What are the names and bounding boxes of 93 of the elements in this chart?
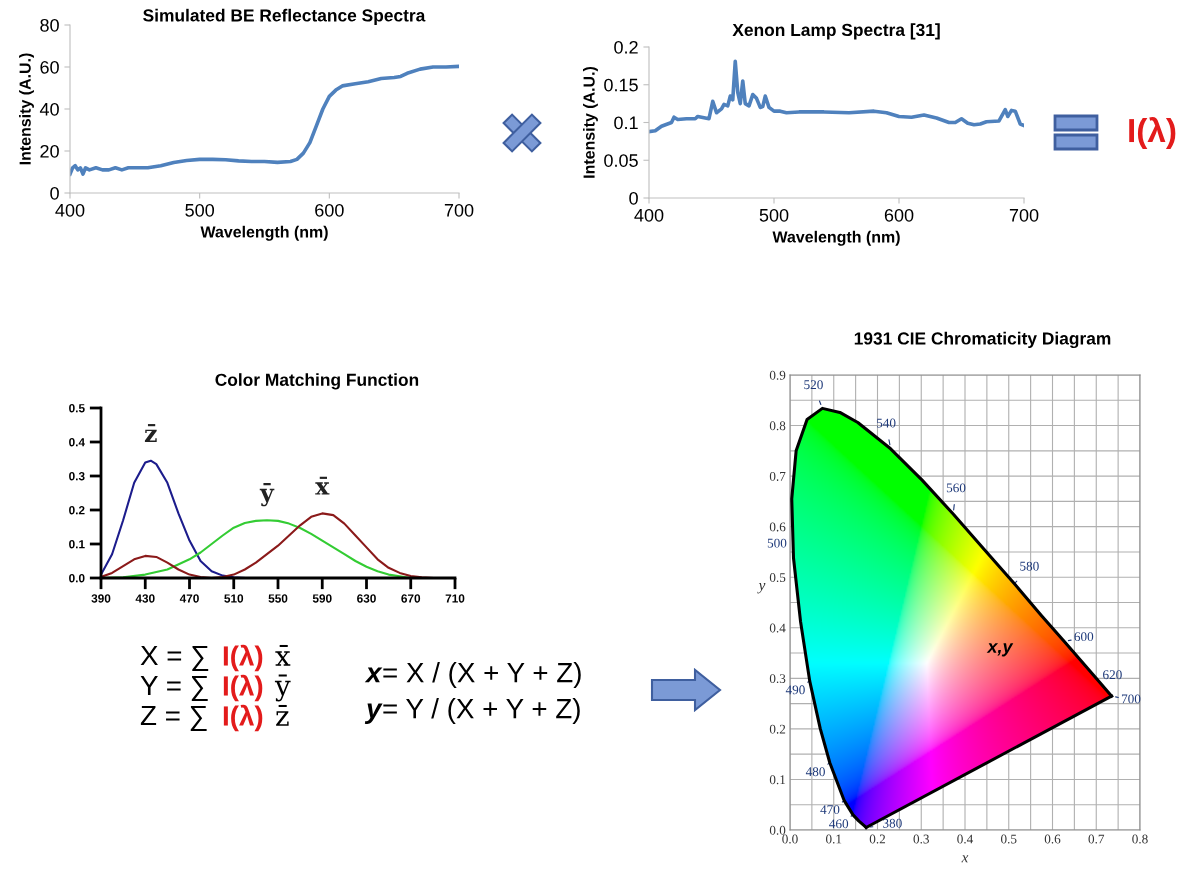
x-tick-label: 0.0 bbox=[782, 834, 798, 844]
series-label: ȳ bbox=[259, 482, 275, 507]
annotation: 600 bbox=[1074, 632, 1094, 642]
x-tick-label: 0.6 bbox=[1044, 834, 1061, 844]
x-tick-label: 590 bbox=[312, 594, 332, 603]
x-tick-label: 0.8 bbox=[1132, 834, 1148, 844]
text: X = ∑ bbox=[140, 645, 209, 671]
x-tick-label: 600 bbox=[315, 203, 344, 217]
x-axis-title: Wavelength (nm) bbox=[772, 230, 900, 246]
x-tick-label: 0.7 bbox=[1088, 834, 1105, 844]
y-tick-label: 0.2 bbox=[69, 506, 85, 515]
y-tick-label: 0.2 bbox=[614, 40, 638, 54]
text: I(λ) bbox=[223, 644, 263, 672]
annotation: 470 bbox=[820, 805, 840, 815]
x-tick-label: 0.1 bbox=[826, 834, 842, 844]
y-tick-label: 40 bbox=[39, 102, 59, 116]
annotation: 700 bbox=[1121, 694, 1141, 704]
y-tick-label: 0.15 bbox=[604, 78, 638, 92]
chart-title: Color Matching Function bbox=[215, 373, 419, 390]
x-tick-label: 700 bbox=[444, 203, 474, 217]
y-tick-label: 0.2 bbox=[769, 724, 786, 734]
x-axis-title: x bbox=[961, 855, 969, 863]
text: I(λ) bbox=[1129, 117, 1176, 149]
annotation: 620 bbox=[1103, 670, 1122, 680]
y-tick-label: 0.3 bbox=[69, 472, 85, 481]
text: = Y / (X + Y + Z) bbox=[383, 698, 580, 724]
x-tick-label: 500 bbox=[185, 203, 215, 217]
text: = X / (X + Y + Z) bbox=[383, 662, 581, 688]
chart-title: Xenon Lamp Spectra [31] bbox=[732, 23, 940, 40]
x-tick-label: 0.5 bbox=[1001, 834, 1017, 844]
y-tick-label: 0 bbox=[629, 191, 638, 205]
x-tick-label: 510 bbox=[224, 594, 244, 603]
y-tick-label: 0.7 bbox=[769, 471, 786, 481]
x-tick-label: 500 bbox=[759, 208, 789, 222]
text: ȳ bbox=[274, 674, 291, 702]
y-tick-label: 0.5 bbox=[769, 573, 786, 582]
annotation: 490 bbox=[785, 685, 805, 695]
y-tick-label: 20 bbox=[40, 144, 59, 158]
chart-title: 1931 CIE Chromaticity Diagram bbox=[854, 331, 1111, 349]
y-tick-label: 0.4 bbox=[69, 438, 85, 447]
text: I(λ) bbox=[223, 704, 263, 732]
text: x bbox=[364, 667, 383, 683]
y-tick-label: 0.6 bbox=[769, 522, 786, 532]
x-tick-label: 0.4 bbox=[957, 834, 974, 844]
y-axis-title: Intensity (A.U.) bbox=[19, 53, 34, 165]
text: z̄ bbox=[276, 704, 289, 726]
y-tick-label: 0.0 bbox=[769, 825, 786, 835]
annotation: 500 bbox=[767, 538, 787, 548]
x-tick-label: 430 bbox=[135, 594, 155, 603]
chart-title: Simulated BE Reflectance Spectra bbox=[143, 8, 426, 25]
y-tick-label: 60 bbox=[40, 60, 59, 74]
y-axis-title: Intensity (A.U.) bbox=[583, 66, 598, 178]
x-tick-label: 700 bbox=[1009, 208, 1039, 222]
x-axis-title: Wavelength (nm) bbox=[200, 225, 328, 241]
y-tick-label: 0.1 bbox=[614, 116, 638, 130]
x-tick-label: 670 bbox=[401, 594, 421, 603]
y-tick-label: 0.4 bbox=[769, 623, 786, 633]
y-tick-label: 0.3 bbox=[769, 674, 786, 684]
x-tick-label: 400 bbox=[634, 208, 664, 222]
x-tick-label: 470 bbox=[179, 594, 199, 603]
x-tick-label: 630 bbox=[357, 594, 376, 603]
annotation: 480 bbox=[805, 767, 825, 777]
y-tick-label: 80 bbox=[40, 18, 59, 32]
text: x̄ bbox=[275, 644, 291, 666]
text: Z = ∑ bbox=[140, 705, 207, 731]
annotation: 580 bbox=[1020, 561, 1039, 571]
x-tick-label: 0.3 bbox=[913, 834, 929, 844]
text: Y = ∑ bbox=[140, 675, 208, 701]
x-tick-label: 550 bbox=[268, 594, 288, 603]
annotation: 520 bbox=[804, 380, 823, 390]
x-tick-label: 710 bbox=[445, 594, 465, 603]
y-tick-label: 0.1 bbox=[769, 775, 786, 785]
y-tick-label: 0.0 bbox=[69, 574, 85, 583]
x-tick-label: 600 bbox=[884, 208, 914, 222]
y-axis-title: y bbox=[757, 583, 766, 594]
y-tick-label: 0.8 bbox=[769, 421, 786, 431]
annotation: 380 bbox=[883, 818, 902, 828]
y-tick-label: 0.05 bbox=[604, 154, 638, 167]
series-label: x̄ bbox=[315, 476, 330, 495]
x-tick-label: 390 bbox=[91, 594, 111, 603]
y-tick-label: 0.1 bbox=[69, 540, 85, 549]
y-tick-label: 0 bbox=[50, 186, 59, 200]
annotation: 540 bbox=[876, 418, 896, 428]
annotation: 460 bbox=[829, 819, 849, 829]
y-tick-label: 0.9 bbox=[769, 370, 786, 380]
series-label: z̄ bbox=[144, 424, 157, 442]
x-tick-label: 0.2 bbox=[869, 834, 886, 844]
annotation: 560 bbox=[946, 483, 966, 493]
annotation: x,y bbox=[986, 643, 1014, 657]
y-tick-label: 0.5 bbox=[69, 404, 85, 413]
text: I(λ) bbox=[223, 674, 263, 702]
text: y bbox=[364, 703, 383, 724]
x-tick-label: 400 bbox=[55, 203, 85, 217]
